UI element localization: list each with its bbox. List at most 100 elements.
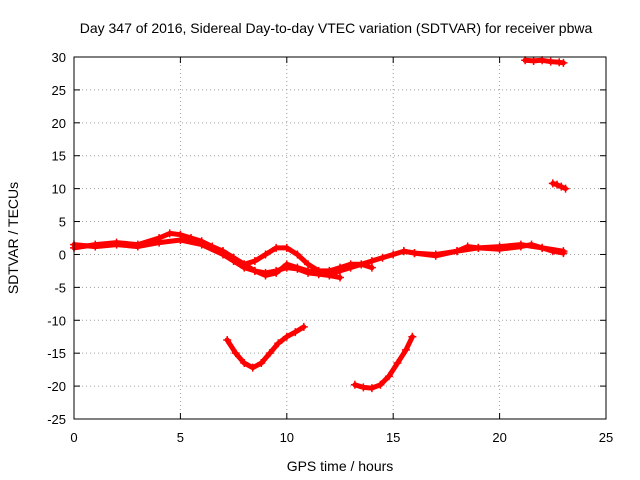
x-tick-label: 5 <box>177 430 184 445</box>
y-axis-label: SDTVAR / TECUs <box>5 182 21 294</box>
data-point <box>495 245 504 254</box>
data-point <box>359 383 368 392</box>
grid <box>74 57 606 419</box>
data-point <box>187 234 196 242</box>
data-point <box>557 182 566 191</box>
data-point <box>299 322 308 331</box>
y-tick-label: 25 <box>52 83 66 98</box>
data-point <box>240 260 249 269</box>
data-point <box>91 240 100 249</box>
series-group <box>70 56 570 393</box>
series-arc-1 <box>223 322 308 372</box>
y-tick-label: 30 <box>52 50 66 65</box>
series-path <box>352 334 415 391</box>
x-tick-label: 15 <box>386 430 400 445</box>
series-path <box>401 242 566 259</box>
data-point <box>282 260 291 269</box>
data-point <box>176 230 185 239</box>
data-point <box>197 237 206 246</box>
data-point <box>231 349 240 358</box>
y-tick-label: 20 <box>52 116 66 131</box>
data-point <box>393 359 402 368</box>
data-point <box>367 257 376 266</box>
data-point <box>389 250 398 259</box>
x-tick-label: 0 <box>70 430 77 445</box>
data-point <box>521 56 530 65</box>
data-point <box>553 180 562 189</box>
data-point <box>516 242 525 251</box>
data-point <box>384 372 393 381</box>
data-point <box>463 242 472 251</box>
data-point <box>291 328 300 337</box>
data-point <box>538 56 547 65</box>
series-path <box>224 324 307 371</box>
data-point <box>357 260 366 269</box>
y-tick-label: -25 <box>47 412 66 427</box>
data-point <box>474 243 483 252</box>
data-point <box>408 332 417 341</box>
data-point <box>546 57 555 66</box>
tick-group: 0 5 10 15 20 25 -25 -20 -15 -10 -5 0 5 10 15 20 25 30 <box>47 50 613 445</box>
data-point <box>367 384 376 393</box>
data-point <box>401 345 410 354</box>
data-point <box>112 238 121 247</box>
data-point <box>274 339 283 348</box>
y-tick-label: 15 <box>52 149 66 164</box>
data-point <box>250 257 259 266</box>
data-point <box>261 250 270 259</box>
chart-title: Day 347 of 2016, Sidereal Day-to-day VTE… <box>80 20 593 36</box>
data-point <box>272 268 281 277</box>
data-point <box>229 253 238 262</box>
data-point <box>257 359 266 368</box>
data-point <box>248 363 257 372</box>
y-tick-label: -5 <box>54 280 66 295</box>
data-point <box>282 332 291 341</box>
data-point <box>282 243 291 252</box>
data-point <box>218 247 227 256</box>
data-point <box>399 247 408 256</box>
data-point <box>336 266 344 275</box>
data-point <box>293 250 302 259</box>
data-point <box>548 247 557 256</box>
data-point <box>165 229 174 238</box>
data-point <box>325 270 334 279</box>
data-point <box>350 380 359 389</box>
data-point <box>314 268 323 277</box>
y-tick-label: -15 <box>47 346 66 361</box>
data-point <box>304 266 313 275</box>
y-tick-label: 5 <box>59 215 66 230</box>
data-point <box>240 359 249 368</box>
data-point <box>378 253 387 262</box>
y-tick-label: 10 <box>52 182 66 197</box>
y-tick-label: 0 <box>59 247 66 262</box>
data-point <box>548 179 557 188</box>
data-point <box>261 271 270 280</box>
data-point <box>453 247 462 256</box>
y-tick-label: -10 <box>47 313 66 328</box>
data-point <box>346 263 355 272</box>
data-point <box>155 234 164 242</box>
data-point <box>559 58 568 67</box>
data-point <box>223 336 232 345</box>
data-point <box>431 251 440 260</box>
series-arc-3 <box>521 56 568 67</box>
x-tick-label: 10 <box>280 430 294 445</box>
series-arc-4 <box>548 179 570 193</box>
data-point <box>293 263 302 272</box>
x-tick-label: 25 <box>599 430 613 445</box>
x-axis-label: GPS time / hours <box>287 458 394 474</box>
data-point <box>250 266 259 275</box>
data-point <box>529 56 538 65</box>
y-tick-label: -20 <box>47 379 66 394</box>
series-arc-2 <box>350 332 417 393</box>
series-track-d <box>399 240 568 260</box>
data-point <box>527 240 536 249</box>
data-point <box>133 240 142 249</box>
plot-frame <box>73 56 607 420</box>
data-point <box>265 349 274 358</box>
data-point <box>559 249 568 258</box>
data-point <box>272 243 281 252</box>
data-point <box>538 243 547 252</box>
x-tick-label: 20 <box>492 430 506 445</box>
